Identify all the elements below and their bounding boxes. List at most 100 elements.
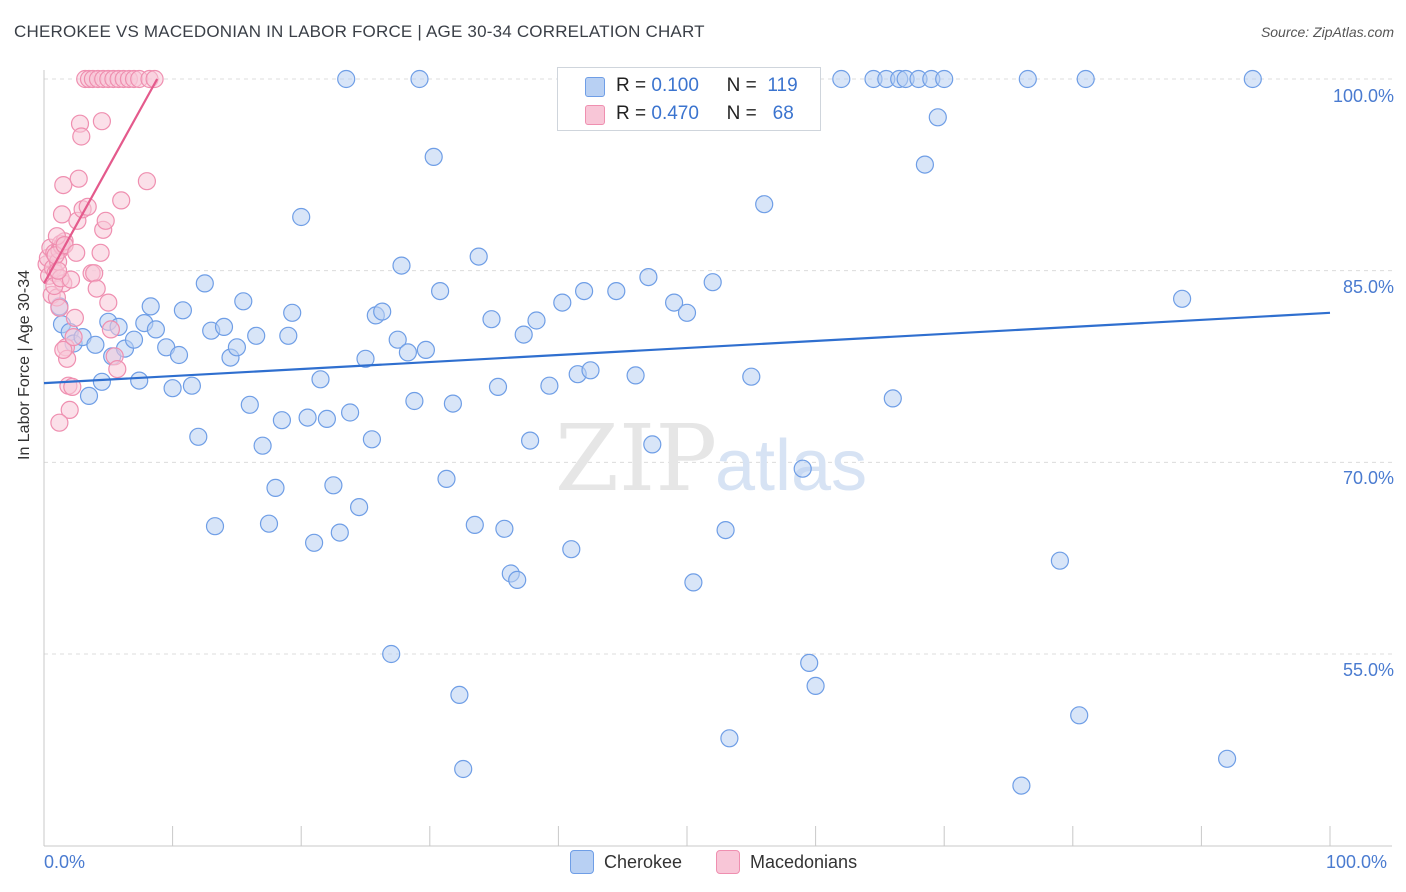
cherokee-point xyxy=(1012,776,1031,795)
macedonians-point xyxy=(96,211,115,230)
cherokee-point xyxy=(1217,749,1237,768)
cherokee-point xyxy=(279,326,298,345)
cherokee-point xyxy=(330,523,349,542)
bottom-swatch-cherokee xyxy=(570,850,594,874)
legend-row-cherokee: R = 0.100 N = 119 xyxy=(616,73,798,99)
cherokee-point xyxy=(1172,289,1192,308)
macedonians-point xyxy=(50,413,69,432)
cherokee-point xyxy=(935,69,954,89)
cherokee-point xyxy=(92,372,112,391)
axes xyxy=(43,70,1392,847)
cherokee-point xyxy=(398,343,417,362)
cherokee-point xyxy=(607,282,626,301)
cherokee-point xyxy=(431,282,450,301)
cherokee-point xyxy=(392,256,411,275)
macedonians-point xyxy=(54,340,73,359)
macedonians-trend-line xyxy=(43,78,159,284)
cherokee-point xyxy=(1243,69,1262,89)
legend-r-value: 0.470 xyxy=(651,103,699,124)
cherokee-point xyxy=(350,498,369,517)
cherokee-point xyxy=(639,268,658,287)
cherokee-point xyxy=(337,69,356,89)
cherokee-point xyxy=(450,685,469,705)
cherokee-point xyxy=(292,207,311,227)
cherokee-point xyxy=(253,436,272,455)
cherokee-point xyxy=(742,367,761,386)
cherokee-point xyxy=(163,379,182,398)
legend-r-label: R = xyxy=(616,103,647,124)
cherokee-point xyxy=(410,69,429,89)
cherokee-point xyxy=(259,514,279,533)
legend-n-label: N = xyxy=(726,103,757,124)
cherokee-point xyxy=(173,301,192,320)
cherokee-point xyxy=(86,335,105,354)
cherokee-point xyxy=(643,435,662,454)
macedonians-point xyxy=(137,172,156,191)
cherokee-point xyxy=(247,326,266,345)
legend-swatch-cherokee xyxy=(585,77,605,97)
cherokee-point xyxy=(540,376,559,395)
data-points xyxy=(37,69,1262,795)
legend-row-macedonians: R = 0.470 N = 68 xyxy=(616,101,794,127)
cherokee-point xyxy=(469,247,488,266)
cherokee-point xyxy=(362,430,381,449)
cherokee-point xyxy=(454,759,473,779)
cherokee-point xyxy=(79,386,99,405)
y-tick-label: 70.0% xyxy=(1342,468,1394,488)
macedonians-point xyxy=(87,279,106,298)
bottom-legend-macedonians: Macedonians xyxy=(716,850,857,874)
legend-r-label: R = xyxy=(616,75,647,96)
cherokee-point xyxy=(508,570,527,590)
bottom-swatch-macedonians xyxy=(716,850,740,874)
cherokee-point xyxy=(684,573,703,592)
cherokee-point xyxy=(915,155,935,174)
macedonians-point xyxy=(78,197,97,216)
cherokee-point xyxy=(437,469,456,488)
cherokee-point xyxy=(130,371,149,390)
cherokee-point xyxy=(703,273,722,292)
cherokee-point xyxy=(520,431,540,450)
macedonians-point xyxy=(85,264,104,283)
cherokee-point xyxy=(205,517,225,536)
macedonians-point xyxy=(91,243,110,262)
cherokee-point xyxy=(574,282,594,301)
macedonians-point xyxy=(92,112,112,131)
macedonians-point xyxy=(61,270,81,289)
source-credit: Source: ZipAtlas.com xyxy=(1260,24,1394,40)
legend-swatch-macedonians xyxy=(585,105,605,125)
cherokee-point xyxy=(553,293,572,312)
cherokee-point xyxy=(482,310,501,329)
cherokee-point xyxy=(405,391,424,411)
cherokee-point xyxy=(324,476,343,495)
cherokee-point xyxy=(527,311,546,330)
cherokee-point xyxy=(388,330,407,349)
cherokee-point xyxy=(124,330,144,349)
x-tick-label: 100.0% xyxy=(1326,852,1388,872)
macedonians-point xyxy=(50,298,69,317)
cherokee-point xyxy=(146,320,165,339)
cherokee-point xyxy=(626,366,645,385)
watermark-atlas: atlas xyxy=(715,426,867,506)
macedonians-point xyxy=(67,243,86,262)
cherokee-point xyxy=(800,653,819,673)
cherokee-point xyxy=(283,303,302,322)
cherokee-point xyxy=(1070,706,1089,725)
cherokee-point xyxy=(382,644,401,664)
cherokee-point xyxy=(581,361,600,380)
y-axis-label: In Labor Force | Age 30-34 xyxy=(16,269,33,460)
cherokee-point xyxy=(793,459,812,478)
cherokee-point xyxy=(141,297,160,316)
cherokee-point xyxy=(755,195,774,214)
macedonians-point xyxy=(54,176,73,195)
cherokee-point xyxy=(311,370,330,389)
y-tick-label: 85.0% xyxy=(1342,277,1394,297)
chart-title: CHEROKEE VS MACEDONIAN IN LABOR FORCE | … xyxy=(14,22,705,41)
cherokee-point xyxy=(664,293,684,312)
macedonians-point xyxy=(65,308,85,327)
macedonians-point xyxy=(101,320,121,339)
x-tick-label: 0.0% xyxy=(44,852,86,872)
y-tick-label: 100.0% xyxy=(1332,86,1394,106)
cherokee-point xyxy=(169,345,189,365)
cherokee-point xyxy=(1076,69,1095,89)
cherokee-trend-line xyxy=(43,311,1331,385)
